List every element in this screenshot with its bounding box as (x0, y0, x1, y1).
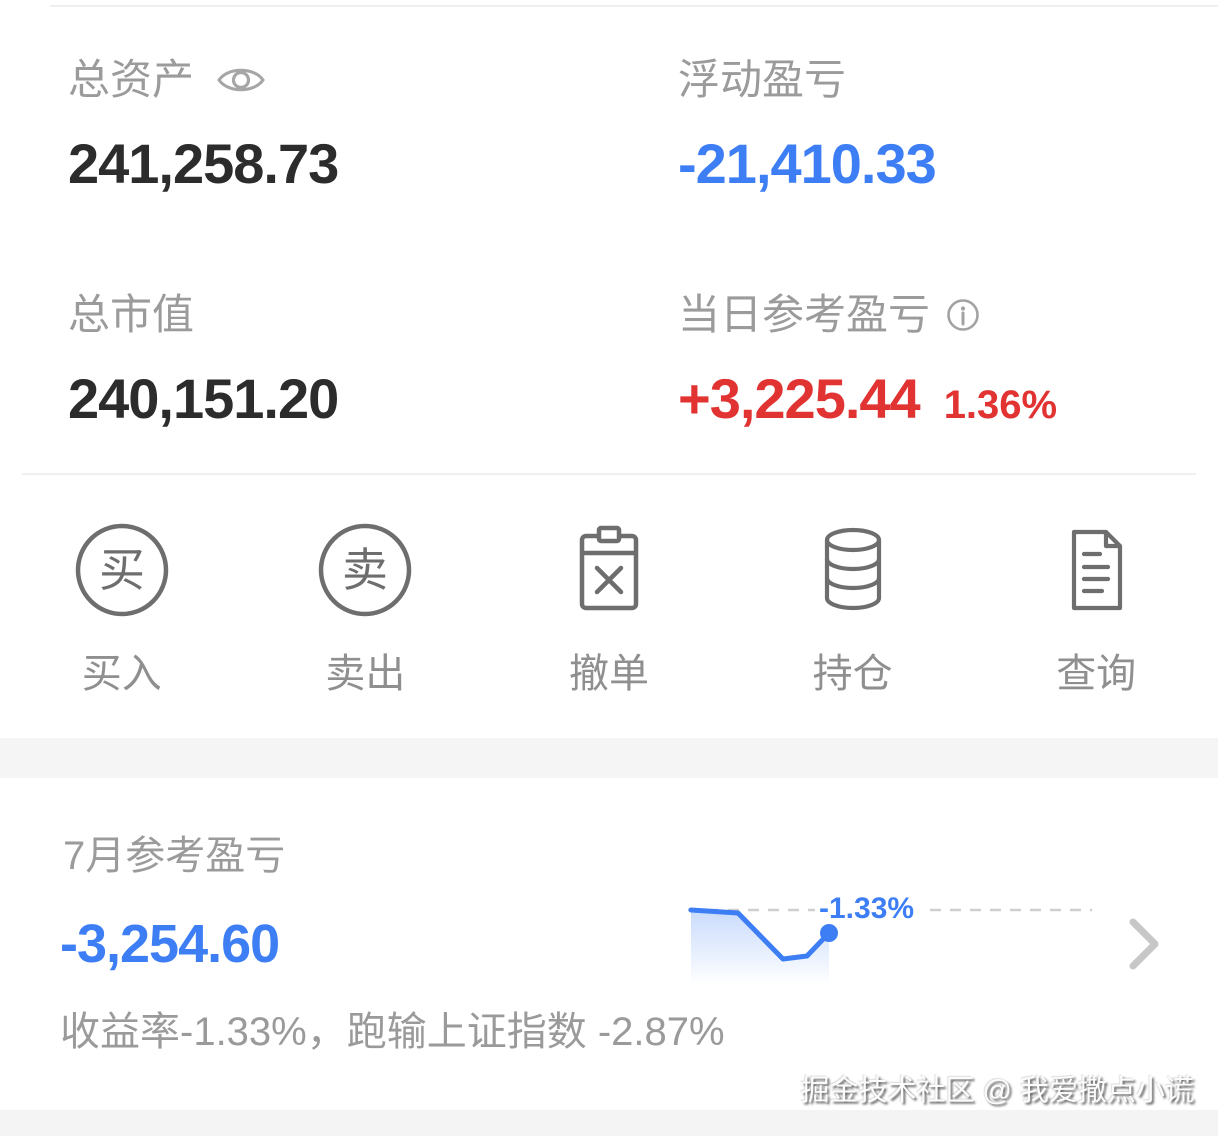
stat-daily-reference-pl: 当日参考盈亏 +3,225.44 1.36% (678, 290, 1057, 436)
sparkline-area (691, 910, 829, 985)
database-icon (805, 522, 901, 618)
floating-pl-value: -21,410.33 (678, 132, 937, 195)
sparkline-svg (688, 907, 1092, 985)
sparkline-line (688, 907, 832, 962)
info-icon[interactable] (946, 298, 980, 332)
daily-pl-amount: +3,225.44 (678, 367, 921, 430)
total-market-value-label: 总市值 (68, 291, 195, 338)
stat-floating-pl: 浮动盈亏 -21,410.33 (678, 55, 937, 195)
eye-icon[interactable] (216, 62, 266, 98)
floating-pl-label: 浮动盈亏 (678, 56, 847, 103)
section-divider (22, 473, 1196, 475)
sell-label: 卖出 (325, 652, 406, 696)
sparkline-endpoint-dot (820, 924, 838, 942)
daily-reference-pl-value: +3,225.44 1.36% (678, 368, 1057, 436)
top-divider (50, 5, 1218, 7)
monthly-pl-subtitle: 收益率-1.33%，跑输上证指数 -2.87% (60, 1010, 725, 1054)
positions-label: 持仓 (812, 652, 893, 696)
buy-label: 买入 (81, 652, 162, 696)
positions-button[interactable]: 持仓 (731, 522, 975, 698)
cancel-order-button[interactable]: 撤单 (487, 522, 731, 698)
total-assets-value: 241,258.73 (68, 132, 339, 195)
daily-pl-percent: 1.36% (943, 383, 1058, 427)
buy-circle-icon: 买 (74, 522, 170, 618)
sell-button[interactable]: 卖 卖出 (244, 522, 488, 698)
cancel-order-label: 撤单 (568, 652, 649, 696)
total-assets-label: 总资产 (68, 56, 195, 103)
monthly-pl-value: -3,254.60 (60, 914, 280, 974)
stat-total-assets: 总资产 241,258.73 (68, 55, 339, 195)
daily-reference-pl-label: 当日参考盈亏 (678, 291, 931, 338)
clipboard-x-icon (561, 522, 657, 618)
query-button[interactable]: 查询 (974, 522, 1218, 698)
svg-text:卖: 卖 (342, 544, 388, 596)
svg-text:买: 买 (99, 544, 145, 596)
query-label: 查询 (1056, 652, 1137, 696)
monthly-pl-sparkline[interactable]: -1.33% (680, 893, 1100, 988)
monthly-pl-title: 7月参考盈亏 (63, 834, 286, 878)
sell-circle-icon: 卖 (317, 522, 413, 618)
bottom-strip (0, 1110, 1218, 1136)
section-separator-band (0, 738, 1218, 778)
buy-button[interactable]: 买 买入 (0, 522, 244, 698)
action-bar: 买 买入 卖 卖出 撤单 (0, 522, 1218, 698)
total-market-value-value: 240,151.20 (68, 367, 339, 430)
watermark: 掘金技术社区 @ 我爱撒点小谎 (800, 1075, 1194, 1107)
document-icon (1048, 522, 1144, 618)
sparkline-end-label: -1.33% (819, 892, 915, 925)
chevron-right-icon[interactable] (1128, 917, 1162, 971)
stat-total-market-value: 总市值 240,151.20 (68, 290, 339, 430)
